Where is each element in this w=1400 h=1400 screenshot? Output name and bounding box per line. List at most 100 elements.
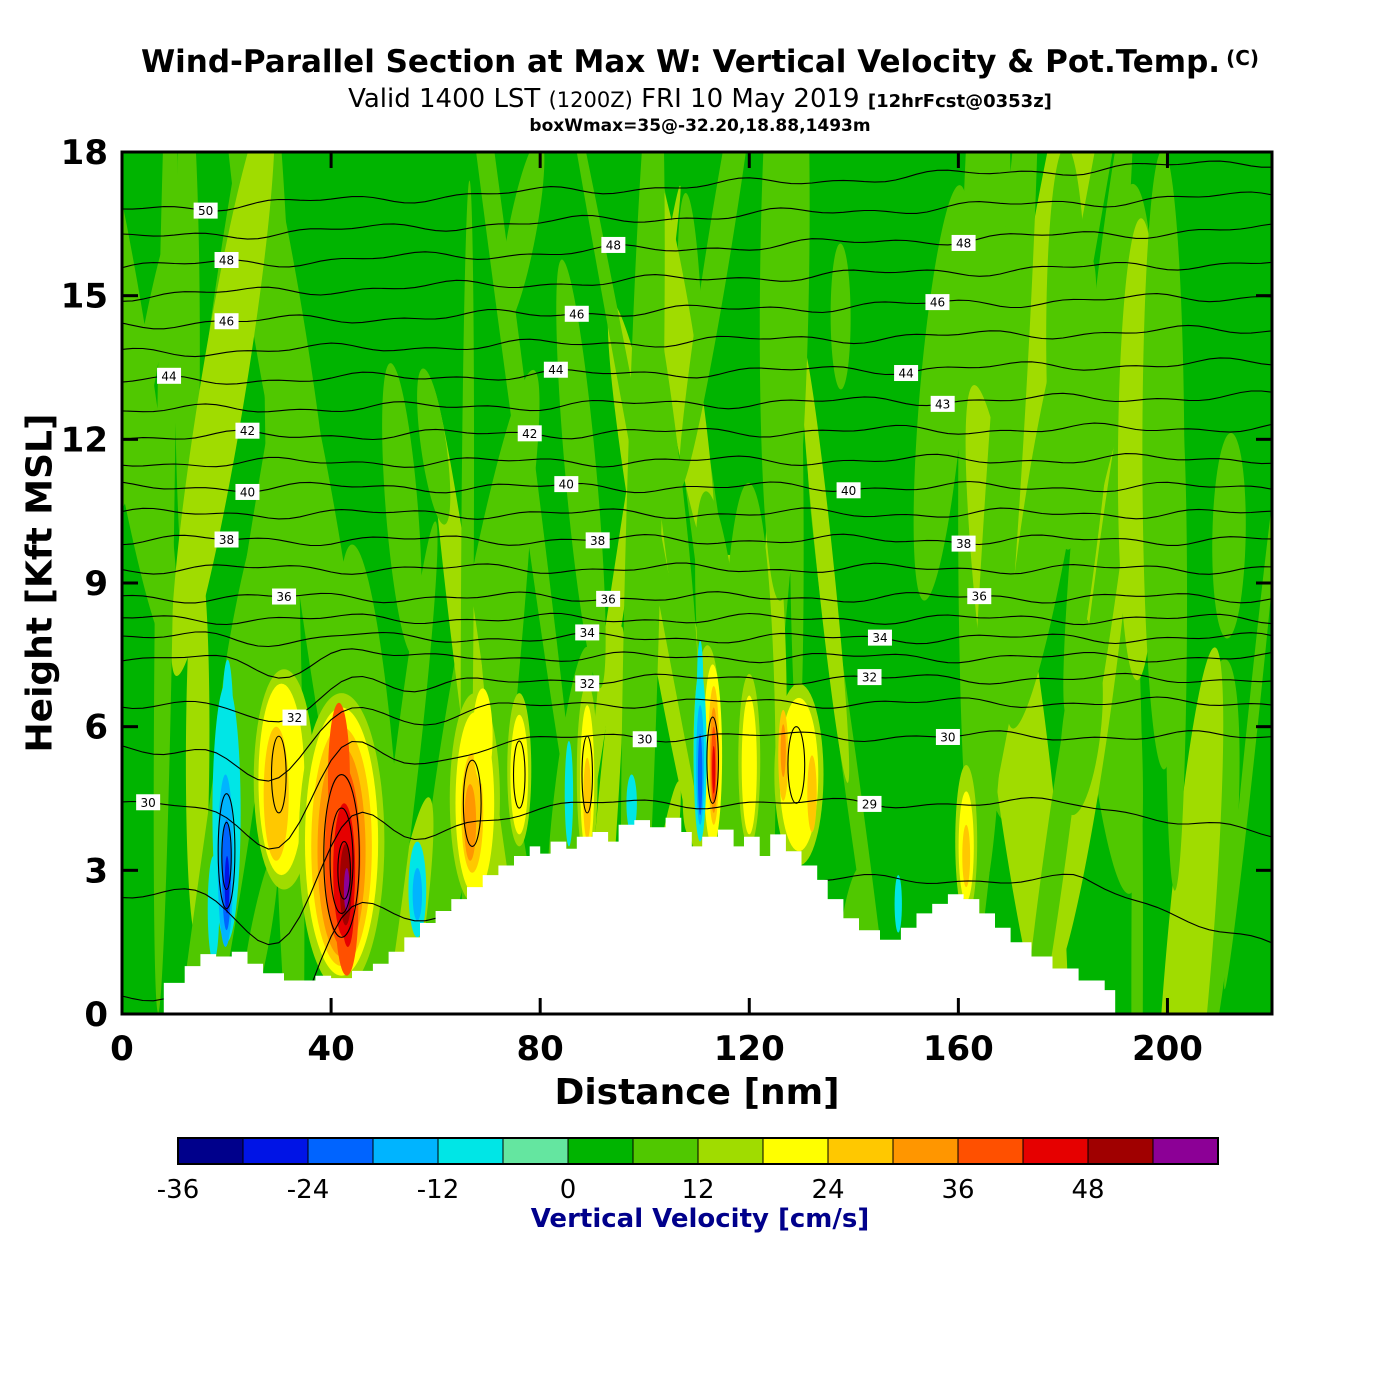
velocity-cell bbox=[472, 688, 493, 785]
valid-zulu: (1200Z) bbox=[548, 88, 633, 112]
page-title: Wind-Parallel Section at Max W: Vertical… bbox=[0, 44, 1400, 80]
isentrope-label: 40 bbox=[559, 478, 574, 492]
isentrope-label: 32 bbox=[287, 711, 302, 725]
colorbar-title: Vertical Velocity [cm/s] bbox=[530, 1204, 870, 1234]
isentrope-line bbox=[122, 160, 1272, 212]
isentrope-label: 44 bbox=[898, 367, 913, 381]
x-tick-label: 160 bbox=[923, 1029, 994, 1069]
isentrope-line bbox=[122, 261, 1272, 302]
title-unit: (C) bbox=[1226, 46, 1260, 70]
isentrope-line bbox=[122, 591, 1272, 604]
colorbar-segment bbox=[1022, 1137, 1089, 1165]
velocity-cell bbox=[343, 867, 350, 912]
isentrope-line bbox=[122, 533, 1272, 547]
isentrope-label: 32 bbox=[862, 671, 877, 685]
isentrope-label: 34 bbox=[580, 626, 595, 640]
colorbar-tick-label: 24 bbox=[811, 1175, 844, 1205]
velocity-cell bbox=[510, 714, 529, 835]
isentrope-label: 38 bbox=[590, 534, 605, 548]
closed-isentrope bbox=[323, 774, 360, 938]
velocity-cell bbox=[741, 695, 757, 835]
isentrope-label: 46 bbox=[569, 307, 584, 321]
y-tick-label: 15 bbox=[61, 277, 108, 317]
isentrope-label: 38 bbox=[956, 537, 971, 551]
isentrope-label: 38 bbox=[219, 533, 234, 547]
y-tick-label: 0 bbox=[84, 995, 108, 1035]
velocity-cell bbox=[894, 875, 902, 933]
isentrope-label: 43 bbox=[935, 397, 950, 411]
velocity-cell bbox=[697, 640, 704, 727]
isentrope-label: 30 bbox=[940, 730, 955, 744]
y-tick-label: 18 bbox=[61, 133, 108, 173]
y-tick-label: 6 bbox=[84, 708, 108, 748]
velocity-cell bbox=[780, 724, 786, 777]
colorbar-segment bbox=[762, 1137, 829, 1165]
x-tick-label: 40 bbox=[307, 1029, 354, 1069]
isentrope-label: 36 bbox=[600, 592, 615, 606]
closed-isentrope bbox=[581, 735, 594, 814]
isentrope-line bbox=[122, 507, 1272, 520]
isentrope-label: 32 bbox=[580, 677, 595, 691]
isentrope-label: 40 bbox=[240, 485, 255, 499]
isentrope-label: 36 bbox=[972, 590, 987, 604]
colorbar-tick-label: 0 bbox=[560, 1175, 577, 1205]
isentrope-contours bbox=[122, 160, 1272, 1009]
isentrope-labels: 50 48 48 48 46 46 46 44 44 44 43 42 42 40 40 40 38 38 38 36… bbox=[136, 202, 992, 812]
x-tick-label: 0 bbox=[110, 1029, 134, 1069]
colorbar-tick-label: 12 bbox=[681, 1175, 714, 1205]
colorbar-segment bbox=[632, 1137, 699, 1165]
velocity-cell bbox=[224, 855, 230, 914]
isentrope-label: 48 bbox=[219, 254, 234, 268]
velocity-cell bbox=[626, 774, 637, 833]
velocity-cell bbox=[807, 755, 817, 833]
closed-isentrope bbox=[706, 716, 719, 804]
closed-isentrope bbox=[221, 821, 232, 891]
colorbar-segment bbox=[892, 1137, 959, 1165]
colorbar-tick-label: 36 bbox=[941, 1175, 974, 1205]
colorbar-segment bbox=[372, 1137, 439, 1165]
isentrope-line bbox=[122, 324, 1272, 358]
velocity-cell bbox=[697, 733, 703, 816]
closed-isentrope bbox=[329, 807, 354, 914]
y-tick-label: 3 bbox=[84, 851, 108, 891]
isentrope-label: 46 bbox=[219, 315, 234, 329]
isentrope-label: 44 bbox=[548, 363, 563, 377]
isentrope-line bbox=[122, 672, 1272, 723]
isentrope-line bbox=[122, 648, 1272, 679]
valid-time-line: Valid 1400 LST (1200Z) FRI 10 May 2019 [… bbox=[0, 84, 1400, 114]
velocity-cell bbox=[263, 726, 289, 861]
colorbar-segment bbox=[567, 1137, 634, 1165]
colorbar-tick-label: -12 bbox=[417, 1175, 459, 1205]
closed-isentrope bbox=[337, 841, 351, 900]
closed-isentrope bbox=[512, 740, 526, 809]
isentrope-line bbox=[122, 453, 1272, 468]
isentrope-label: 36 bbox=[276, 590, 291, 604]
velocity-cell bbox=[412, 867, 423, 921]
isentrope-line bbox=[122, 357, 1272, 385]
colorbar-segment bbox=[437, 1137, 504, 1165]
wmax-annotation: boxWmax=35@-32.20,18.88,1493m bbox=[529, 116, 871, 136]
colorbar-segment bbox=[827, 1137, 894, 1165]
colorbar-segment bbox=[957, 1137, 1024, 1165]
isentrope-label: 29 bbox=[862, 797, 877, 811]
isentrope-label: 34 bbox=[872, 631, 887, 645]
isentrope-line bbox=[122, 480, 1272, 494]
x-axis-title: Distance [nm] bbox=[554, 1072, 840, 1113]
terrain-silhouette bbox=[163, 817, 1116, 1014]
velocity-cell bbox=[583, 757, 592, 840]
isentrope-label: 50 bbox=[198, 204, 213, 218]
isentrope-label: 30 bbox=[140, 796, 155, 810]
colorbar-segment bbox=[1152, 1137, 1219, 1165]
colorbar-segment bbox=[242, 1137, 309, 1165]
colorbar-tick-label: -36 bbox=[157, 1175, 199, 1205]
closed-isentrope bbox=[270, 735, 287, 814]
plot-fill: 50 48 48 48 46 46 46 44 44 44 43 42 42 40 40 40 38 38 38 36… bbox=[122, 152, 1272, 1014]
velocity-cell bbox=[207, 855, 220, 962]
isentrope-label: 44 bbox=[161, 369, 176, 383]
colorbar-segment bbox=[177, 1137, 244, 1165]
isentrope-label: 42 bbox=[522, 427, 537, 441]
isentrope-line bbox=[122, 631, 1272, 648]
x-tick-label: 200 bbox=[1132, 1029, 1203, 1069]
